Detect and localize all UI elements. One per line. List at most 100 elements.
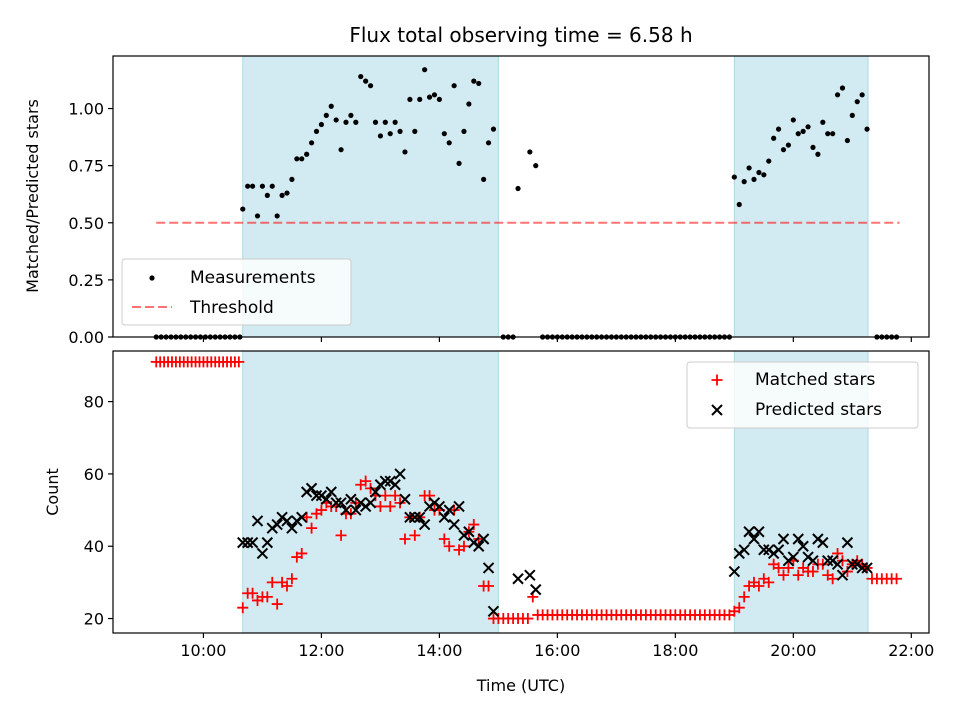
predicted-star-point [237, 536, 249, 549]
predicted-star-point [748, 533, 760, 545]
measurement-point [294, 156, 300, 162]
measurement-point [323, 112, 329, 118]
predicted-star-point [841, 536, 854, 549]
matched-star-point [296, 547, 308, 559]
matched-star-point [237, 602, 249, 614]
measurement-point [377, 133, 383, 139]
predicted-star-point [418, 518, 431, 531]
measurement-point [358, 73, 364, 80]
x-tick-label: 20:00 [770, 641, 816, 660]
matched-star-point [792, 569, 804, 581]
measurement-point [343, 119, 349, 125]
matched-star-point [286, 573, 298, 585]
ratio-shade-1 [733, 55, 869, 338]
measurement-point [756, 169, 762, 176]
predicted-star-point [305, 482, 318, 495]
measurement-point [731, 174, 737, 180]
count-y-tick-label: 80 [84, 393, 104, 412]
predicted-star-point [271, 518, 283, 531]
measurement-point [417, 96, 423, 103]
measurement-point [790, 117, 796, 123]
matched-star-point [738, 591, 750, 603]
measurement-point [810, 144, 816, 150]
predicted-star-point [404, 511, 416, 524]
measurement-point [466, 101, 472, 107]
measurement-point [795, 131, 801, 137]
x-tick-label: 10:00 [180, 641, 226, 660]
ratio-y-tick-label: 0.00 [68, 328, 104, 347]
matched-star-point [483, 580, 495, 592]
predicted-star-point [443, 504, 455, 516]
predicted-star-point [807, 554, 819, 567]
measurement-point [426, 94, 433, 100]
count-panel: 10:00 12:00 14:00 16:00 18:00 20:00 22:00 20 40 6… [43, 350, 934, 695]
predicted-star-point [335, 497, 347, 509]
ratio-y-tick-label: 0.75 [68, 157, 104, 176]
matched-star-point [384, 500, 396, 512]
predicted-star-point [369, 486, 382, 498]
matched-star-point [281, 580, 293, 592]
measurement-point [446, 140, 452, 146]
measurement-point [397, 128, 403, 134]
predicted-star-point [777, 533, 790, 545]
predicted-star-point [350, 504, 362, 516]
measurement-point [279, 192, 285, 198]
count-legend: Matched stars Predicted stars [686, 361, 919, 429]
predicted-star-point [261, 536, 274, 549]
legend-matched-label: Matched stars [755, 370, 875, 390]
predicted-star-point [241, 536, 254, 549]
predicted-star-point [286, 522, 298, 534]
x-tick-label: 18:00 [652, 641, 698, 660]
measurement-point [402, 149, 408, 155]
predicted-star-point [487, 605, 500, 618]
predicted-star-point [433, 500, 446, 513]
measurement-point [834, 92, 841, 98]
predicted-star-point [281, 515, 293, 527]
predicted-star-point [438, 511, 451, 524]
predicted-star-point [482, 562, 495, 574]
predicted-star-point [246, 536, 259, 549]
predicted-star-point [792, 533, 804, 545]
measurement-point [308, 140, 315, 146]
matched-star-point [360, 475, 372, 487]
predicted-star-point [743, 526, 755, 538]
matched-star-point [233, 356, 245, 368]
measurement-point [736, 201, 742, 208]
measurement-point [269, 183, 275, 189]
ratio-frame [112, 55, 930, 338]
predicted-star-point [758, 544, 770, 556]
measurement-point [367, 83, 374, 89]
measurement-point [864, 126, 870, 132]
predicted-star-point [330, 497, 342, 509]
predicted-star-point [797, 540, 809, 552]
matched-star-point [389, 490, 401, 502]
measurement-point [387, 131, 393, 137]
predicted-star-point [822, 554, 834, 567]
measurement-point [825, 131, 831, 137]
predicted-star-point [340, 504, 352, 516]
predicted-star-point [846, 558, 859, 571]
predicted-star-point [728, 565, 741, 578]
measurement-point [422, 67, 428, 73]
x-axis-label: Time (UTC) [476, 676, 565, 695]
ratio-legend: Measurements Threshold [121, 258, 352, 326]
predicted-star-point [463, 526, 475, 538]
predicted-star-point [345, 493, 357, 505]
predicted-star-point [738, 544, 750, 556]
measurement-point [284, 190, 290, 196]
matched-star-point [261, 591, 273, 603]
matched-star-point [777, 569, 789, 581]
predicted-star-point [817, 536, 829, 549]
measurement-point [751, 176, 757, 182]
predicted-stars-points [237, 468, 873, 618]
count-y-tick-label: 40 [84, 537, 104, 556]
predicted-star-point [379, 475, 392, 487]
measurement-point [431, 92, 438, 98]
predicted-star-point [477, 533, 490, 545]
predicted-star-point [310, 489, 323, 502]
predicted-star-point [296, 511, 308, 524]
legend-predicted-marker [711, 404, 723, 416]
measurement-point [289, 176, 295, 182]
matched-star-point [443, 540, 455, 552]
